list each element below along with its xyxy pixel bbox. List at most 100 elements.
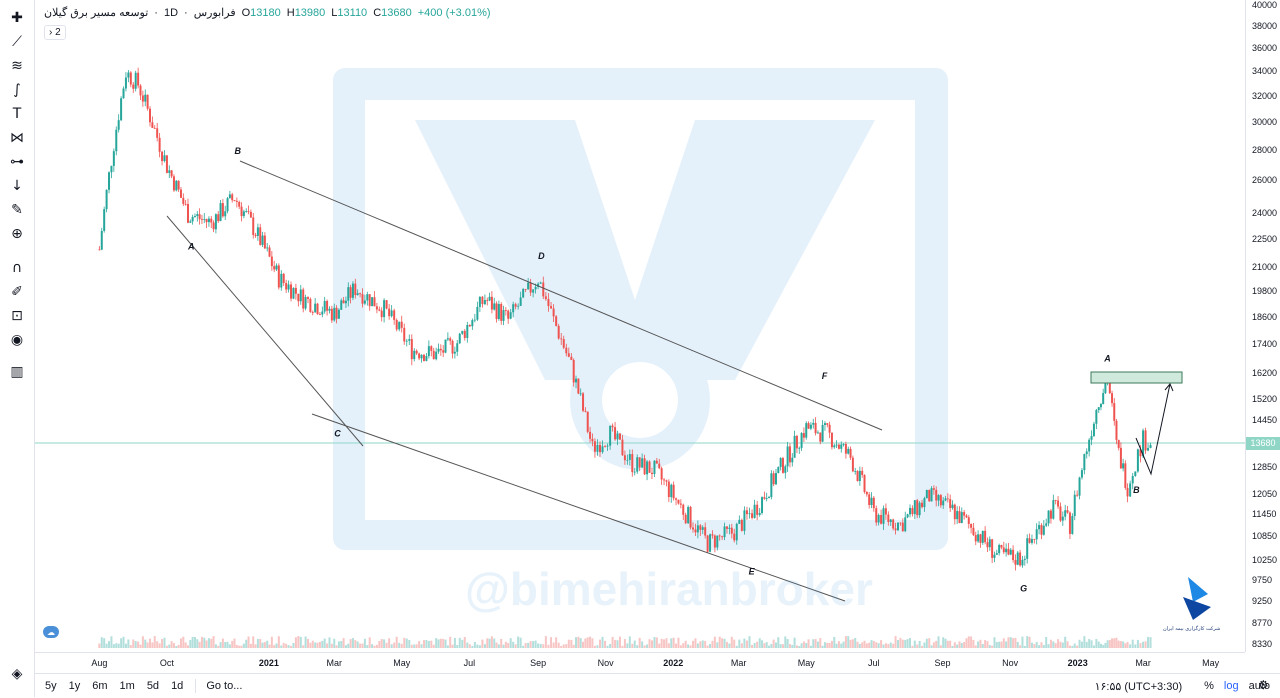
volume-bar bbox=[1102, 644, 1105, 648]
low-value: L13110 bbox=[331, 6, 368, 19]
candle-body bbox=[913, 500, 916, 515]
trend-line-a-c[interactable] bbox=[166, 215, 364, 447]
candle-body bbox=[807, 423, 810, 429]
fib-icon[interactable]: ≋ bbox=[11, 58, 23, 74]
candle-body bbox=[415, 350, 418, 354]
volume-bar bbox=[557, 642, 560, 648]
interval-label[interactable]: 1D bbox=[163, 6, 179, 19]
range-1y[interactable]: 1y bbox=[68, 680, 81, 692]
candle-body bbox=[584, 410, 587, 412]
volume-bar bbox=[161, 639, 164, 648]
candle-body bbox=[335, 307, 338, 319]
candle-body bbox=[1147, 447, 1150, 451]
candle-body bbox=[1047, 510, 1050, 524]
lock-drawing-icon[interactable]: ✐ bbox=[11, 284, 23, 300]
candle-body bbox=[593, 441, 596, 452]
arrow-down-icon[interactable]: ↓ bbox=[11, 178, 23, 194]
volume-bar bbox=[165, 645, 168, 648]
percent-toggle[interactable]: % bbox=[1204, 680, 1214, 692]
volume-bar bbox=[988, 645, 991, 648]
candle-body bbox=[1026, 538, 1029, 559]
candle-body bbox=[273, 266, 276, 270]
candle-body bbox=[182, 197, 185, 204]
brush-icon[interactable]: ∫ bbox=[13, 82, 21, 98]
volume-bar bbox=[330, 643, 333, 648]
symbol-name[interactable]: توسعه مسیر برق گیلان bbox=[44, 7, 149, 19]
drawing-toolbar: ✚ ⟋ ≋ ∫ T ⋈ ⊶ ↓ ✎ ⊕ ∩ ✐ ⊡ ◉ ▥ ◈ bbox=[0, 0, 35, 697]
candle-body bbox=[486, 300, 489, 301]
candle-body bbox=[586, 411, 589, 432]
volume-bar bbox=[1028, 636, 1031, 648]
price-tick: 32000 bbox=[1252, 90, 1278, 101]
price-tick: 22500 bbox=[1252, 234, 1278, 245]
trend-line-icon[interactable]: ⟋ bbox=[12, 34, 22, 50]
candle-body bbox=[425, 356, 428, 361]
crosshair-icon[interactable]: ✚ bbox=[11, 10, 23, 26]
candle-body bbox=[266, 247, 269, 249]
ruler-icon[interactable]: ✎ bbox=[11, 202, 23, 218]
candle-body bbox=[628, 454, 631, 460]
volume-bar bbox=[830, 640, 833, 648]
volume-bar bbox=[1088, 639, 1091, 648]
volume-bar bbox=[942, 637, 945, 648]
target-zone[interactable] bbox=[1090, 371, 1183, 384]
measure-icon[interactable]: ⊶ bbox=[10, 154, 24, 170]
range-1d[interactable]: 1d bbox=[171, 680, 184, 692]
trash-icon[interactable]: ▥ bbox=[10, 364, 24, 380]
chart-area[interactable]: A B C D E F G A B @bimehiranbroker شرکت کارگزاری… bbox=[35, 0, 1245, 652]
price-scale[interactable]: 40000 38000 36000 34000 32000 30000 28000 26000… bbox=[1245, 0, 1280, 652]
candle-body bbox=[835, 444, 838, 446]
volume-bar bbox=[1054, 643, 1057, 648]
eye-icon[interactable]: ◉ bbox=[10, 332, 24, 348]
projection-path[interactable] bbox=[1135, 383, 1171, 476]
layers-icon[interactable]: ◈ bbox=[11, 666, 23, 682]
candle-body bbox=[285, 282, 288, 290]
volume-bar bbox=[1129, 644, 1132, 648]
pattern-icon[interactable]: ⋈ bbox=[10, 130, 24, 146]
volume-bar bbox=[628, 636, 631, 648]
time-scale[interactable]: Aug Oct 2021 Mar May Jul Sep Nov 2022 Mar May Jul Se… bbox=[35, 652, 1245, 673]
unlock-icon[interactable]: ⊡ bbox=[11, 308, 23, 324]
range-5d[interactable]: 5d bbox=[146, 680, 160, 692]
candle-body bbox=[856, 471, 859, 481]
candle-body bbox=[833, 445, 836, 448]
volume-bar bbox=[337, 641, 340, 648]
volume-bar bbox=[849, 639, 852, 648]
volume-bar bbox=[582, 641, 585, 648]
volume-bar bbox=[1076, 645, 1079, 648]
price-tick: 15200 bbox=[1252, 394, 1278, 405]
auto-toggle[interactable]: auto bbox=[1248, 680, 1270, 692]
trend-line-b-f[interactable] bbox=[239, 160, 883, 431]
candle-body bbox=[359, 293, 362, 295]
magnet-icon[interactable]: ∩ bbox=[11, 260, 23, 276]
zoom-in-icon[interactable]: ⊕ bbox=[11, 226, 23, 242]
settings-icon[interactable]: ⚙ bbox=[1258, 678, 1269, 692]
candle-body bbox=[798, 447, 801, 449]
candle-body bbox=[701, 527, 704, 530]
text-icon[interactable]: T bbox=[12, 106, 22, 122]
trend-line-c-e[interactable] bbox=[311, 413, 846, 602]
candle-body bbox=[1088, 439, 1091, 452]
volume-bar bbox=[351, 638, 354, 648]
volume-bar bbox=[497, 644, 500, 648]
volume-bar bbox=[458, 637, 461, 648]
volume-bar bbox=[735, 645, 738, 648]
range-5y[interactable]: 5y bbox=[45, 680, 57, 692]
indicator-collapse-button[interactable]: › 2 bbox=[44, 25, 66, 40]
candle-body bbox=[582, 393, 585, 411]
volume-bar bbox=[249, 643, 252, 648]
cloud-icon[interactable]: ☁ bbox=[43, 626, 59, 638]
candle-body bbox=[740, 519, 743, 531]
volume-bar bbox=[909, 638, 912, 648]
log-toggle[interactable]: log bbox=[1223, 680, 1239, 692]
candle-body bbox=[646, 461, 649, 475]
candle-body bbox=[100, 230, 103, 250]
candle-body bbox=[1071, 516, 1074, 534]
range-6m[interactable]: 6m bbox=[92, 680, 108, 692]
candle-body bbox=[851, 457, 854, 472]
time-tick: May bbox=[797, 658, 815, 668]
goto-button[interactable]: Go to... bbox=[206, 680, 243, 692]
volume-bar bbox=[390, 644, 393, 648]
range-1m[interactable]: 1m bbox=[119, 680, 135, 692]
volume-bar bbox=[146, 642, 149, 648]
